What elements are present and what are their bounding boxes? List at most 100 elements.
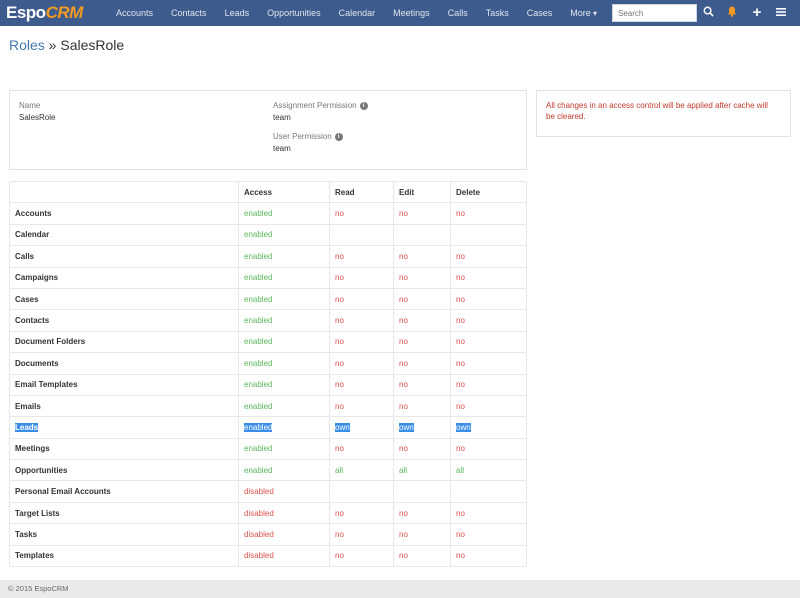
table-row: Target Lists disabled no no no — [9, 501, 527, 525]
nav-opportunities[interactable]: Opportunities — [267, 8, 321, 18]
scope-name: Email Templates — [9, 373, 239, 396]
edit-value: no — [393, 287, 451, 311]
access-value: enabled — [238, 223, 330, 247]
nav-calls[interactable]: Calls — [447, 8, 468, 18]
header-scope — [9, 180, 239, 204]
cache-notice-text: All changes in an access control will be… — [546, 101, 768, 121]
user-permission-value: team — [273, 144, 291, 153]
nav-links: Accounts Contacts Leads Opportunities Ca… — [107, 0, 606, 26]
scope-name: Meetings — [9, 437, 239, 461]
access-value: enabled — [238, 437, 330, 461]
delete-value: all — [450, 459, 527, 482]
edit-value: no — [393, 202, 451, 225]
access-value: enabled — [238, 459, 330, 482]
nav-meetings[interactable]: Meetings — [393, 8, 430, 18]
read-value: all — [329, 459, 394, 482]
selected-text: own — [456, 422, 471, 432]
top-navbar: Espo CRM Accounts Contacts Leads Opportun… — [0, 0, 800, 26]
edit-value — [393, 480, 451, 503]
edit-value: no — [393, 309, 451, 332]
access-value: enabled — [238, 373, 330, 396]
selected-text: Leads — [15, 422, 39, 432]
nav-more-dropdown[interactable]: More — [561, 0, 606, 26]
read-value: no — [329, 523, 394, 546]
info-icon[interactable]: i — [334, 132, 343, 141]
access-value: enabled — [238, 416, 330, 439]
selected-text: own — [399, 422, 414, 432]
access-value: enabled — [238, 352, 330, 375]
name-value: SalesRole — [19, 113, 56, 122]
edit-value — [393, 223, 451, 247]
table-row: Campaigns enabled no no no — [9, 266, 527, 289]
scope-name: Calendar — [9, 223, 239, 247]
read-value: no — [329, 202, 394, 225]
read-value: no — [329, 501, 394, 525]
scope-name: Tasks — [9, 523, 239, 546]
table-header-row: Access Read Edit Delete — [9, 180, 527, 204]
read-value: no — [329, 373, 394, 396]
table-row: Documents enabled no no no — [9, 352, 527, 375]
assignment-permission-value: team — [273, 113, 291, 122]
info-icon[interactable]: i — [359, 101, 368, 110]
global-search-input[interactable] — [612, 4, 697, 22]
scope-name: Emails — [9, 394, 239, 418]
nav-cases[interactable]: Cases — [526, 8, 553, 18]
menu-bars-icon[interactable] — [771, 0, 791, 26]
delete-value: no — [450, 394, 527, 418]
edit-value: no — [393, 544, 451, 568]
nav-leads[interactable]: Leads — [224, 8, 250, 18]
scope-name: Accounts — [9, 202, 239, 225]
table-row: Templates disabled no no no — [9, 544, 527, 568]
table-row: Cases enabled no no no — [9, 287, 527, 311]
nav-contacts[interactable]: Contacts — [171, 8, 207, 18]
table-row: Contacts enabled no no no — [9, 309, 527, 332]
delete-value: no — [450, 352, 527, 375]
read-value: no — [329, 352, 394, 375]
read-value: no — [329, 330, 394, 354]
permissions-table-body: Accounts enabled no no no Calendar enabled Call… — [9, 202, 527, 568]
quick-create-plus-icon[interactable]: + — [752, 4, 762, 21]
read-value — [329, 480, 394, 503]
assignment-permission-label: Assignment Permission i — [273, 101, 368, 110]
read-value: no — [329, 309, 394, 332]
nav-calendar[interactable]: Calendar — [338, 8, 376, 18]
header-access: Access — [238, 180, 330, 204]
espocrm-logo[interactable]: Espo CRM — [6, 3, 83, 23]
nav-tasks[interactable]: Tasks — [485, 8, 509, 18]
role-details-panel: Name SalesRole Assignment Permission i te… — [9, 90, 527, 170]
edit-value: no — [393, 266, 451, 289]
scope-name: Leads — [9, 416, 239, 439]
scope-name: Contacts — [9, 309, 239, 332]
edit-value: no — [393, 501, 451, 525]
permissions-table: Access Read Edit Delete Accounts enabled n… — [9, 180, 527, 568]
search-icon[interactable] — [698, 0, 718, 26]
delete-value — [450, 223, 527, 247]
delete-value: no — [450, 437, 527, 461]
footer: © 2015 EspoCRM — [0, 580, 800, 598]
read-value: no — [329, 287, 394, 311]
logo-accent-text: CRM — [45, 3, 84, 22]
name-label: Name — [19, 101, 41, 110]
logo-main-text: Espo — [6, 3, 46, 22]
table-row: Leads enabled own own own — [9, 416, 527, 439]
access-value: enabled — [238, 245, 330, 268]
cache-notice-panel: All changes in an access control will be… — [536, 90, 791, 137]
scope-name: Campaigns — [9, 266, 239, 289]
scope-name: Documents — [9, 352, 239, 375]
notification-bell-icon[interactable] — [722, 0, 742, 26]
breadcrumb-current: SalesRole — [60, 37, 125, 53]
delete-value: no — [450, 373, 527, 396]
read-value: no — [329, 544, 394, 568]
selected-text: enabled — [244, 422, 273, 432]
nav-accounts[interactable]: Accounts — [116, 8, 154, 18]
header-read: Read — [329, 180, 394, 204]
scope-name: Opportunities — [9, 459, 239, 482]
read-value — [329, 223, 394, 247]
delete-value: no — [450, 245, 527, 268]
breadcrumb-roles-link[interactable]: Roles — [9, 37, 45, 53]
table-row: Tasks disabled no no no — [9, 523, 527, 546]
edit-value: all — [393, 459, 451, 482]
delete-value: own — [450, 416, 527, 439]
read-value: own — [329, 416, 394, 439]
access-value: enabled — [238, 330, 330, 354]
